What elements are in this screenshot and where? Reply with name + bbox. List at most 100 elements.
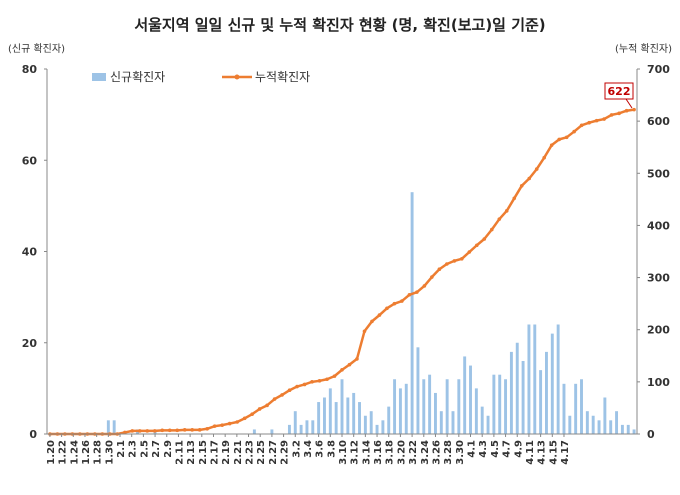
x-tick-label: 2.29 [280, 440, 291, 465]
bar [381, 420, 385, 434]
line-point [504, 209, 509, 213]
line-point [340, 368, 344, 372]
x-tick-label: 2.19 [221, 440, 232, 465]
annotation-box [604, 82, 634, 100]
line-point [624, 108, 629, 113]
x-tick-label: 4.1 [467, 440, 478, 458]
line-point [549, 143, 554, 147]
line-point [317, 379, 322, 383]
bar [597, 420, 601, 434]
line-point [325, 377, 329, 382]
right-tick-label: 200 [647, 324, 670, 337]
bar [469, 365, 472, 434]
line-point [175, 428, 180, 433]
x-tick-label: 4.3 [478, 440, 489, 458]
line-point [347, 362, 352, 367]
bar [434, 392, 437, 434]
bar [509, 351, 513, 435]
x-tick-label: 4.7 [502, 440, 513, 458]
bar [527, 324, 531, 434]
line-point [280, 393, 284, 397]
bar [328, 388, 332, 435]
bar [252, 429, 256, 434]
right-tick-label: 600 [647, 115, 670, 128]
line-point [197, 428, 202, 432]
x-tick-label: 3.18 [385, 440, 396, 465]
line-point [377, 313, 382, 317]
line-point [287, 388, 292, 393]
x-tick-label: 2.7 [151, 440, 162, 458]
bar [352, 392, 356, 434]
x-tick-label: 4.17 [560, 440, 571, 465]
line-point [220, 423, 224, 427]
line-point [370, 319, 374, 324]
line-point [527, 176, 532, 181]
x-tick-label: 2.15 [198, 440, 209, 465]
line-point [467, 250, 472, 254]
line-point [489, 227, 494, 232]
line-point [212, 424, 217, 428]
bar [340, 379, 344, 434]
line-point [130, 429, 135, 433]
left-axis-unit-label: (신규 확진자) [8, 43, 65, 55]
x-tick-label: 1.26 [81, 440, 92, 465]
bar [451, 411, 455, 434]
bar [585, 411, 589, 434]
line-point [137, 429, 142, 433]
bar [504, 379, 508, 434]
annotation-label: 622 [608, 85, 631, 98]
line-point [295, 384, 299, 389]
line-point [497, 217, 502, 221]
line-point [235, 420, 239, 424]
bar [492, 374, 496, 434]
line-point [302, 382, 307, 387]
x-tick-label: 1.30 [104, 440, 115, 465]
left-tick-label: 0 [29, 428, 37, 441]
line-point [512, 196, 517, 201]
right-tick-label: 100 [647, 376, 670, 389]
x-tick-label: 3.28 [443, 440, 454, 465]
line-point [310, 380, 314, 384]
left-axis-ticks: 0 20 40 60 80 [22, 63, 47, 441]
bar [375, 424, 379, 435]
chart-title: 서울지역 일일 신규 및 누적 확진자 현황 (명, 확진(보고)일 기준) [134, 16, 545, 34]
line-point [167, 428, 172, 433]
x-tick-label: 2.23 [245, 440, 256, 465]
annotation-pointer [625, 98, 633, 109]
x-tick-label: 2.9 [163, 440, 174, 458]
bar [515, 342, 519, 434]
bar [545, 351, 548, 435]
x-tick-label: 3.6 [315, 440, 326, 458]
x-tick-label: 3.24 [420, 440, 431, 465]
line-point [152, 429, 157, 433]
x-tick-label: 2.3 [128, 440, 139, 458]
x-tick-label: 4.13 [537, 440, 548, 465]
line-point [519, 184, 524, 188]
bar [369, 411, 373, 434]
legend: 신규확진자 누적확진자 [92, 70, 310, 84]
bar [620, 424, 624, 435]
line-point [564, 135, 569, 140]
bar [463, 356, 467, 434]
bar [498, 374, 502, 434]
bar [334, 402, 338, 434]
line-point [572, 129, 576, 134]
line-point [422, 284, 427, 288]
x-tick-label: 2.17 [209, 440, 220, 465]
x-tick-label: 3.12 [350, 440, 361, 465]
x-tick-label: 2.1 [116, 440, 127, 458]
x-tick-label: 2.21 [233, 440, 244, 465]
line-point [542, 155, 547, 160]
legend-label-cumulative: 누적확진자 [255, 70, 310, 84]
bar [358, 402, 361, 434]
bar [287, 424, 291, 435]
line-point [182, 428, 187, 432]
line-point [632, 107, 636, 112]
line-point [579, 123, 584, 128]
line-point [460, 257, 464, 261]
right-tick-label: 400 [647, 219, 670, 232]
right-axis-unit-label: (누적 확진자) [615, 43, 672, 55]
line-point [400, 299, 404, 303]
x-tick-label: 3.30 [455, 440, 466, 465]
line-point [227, 421, 232, 426]
